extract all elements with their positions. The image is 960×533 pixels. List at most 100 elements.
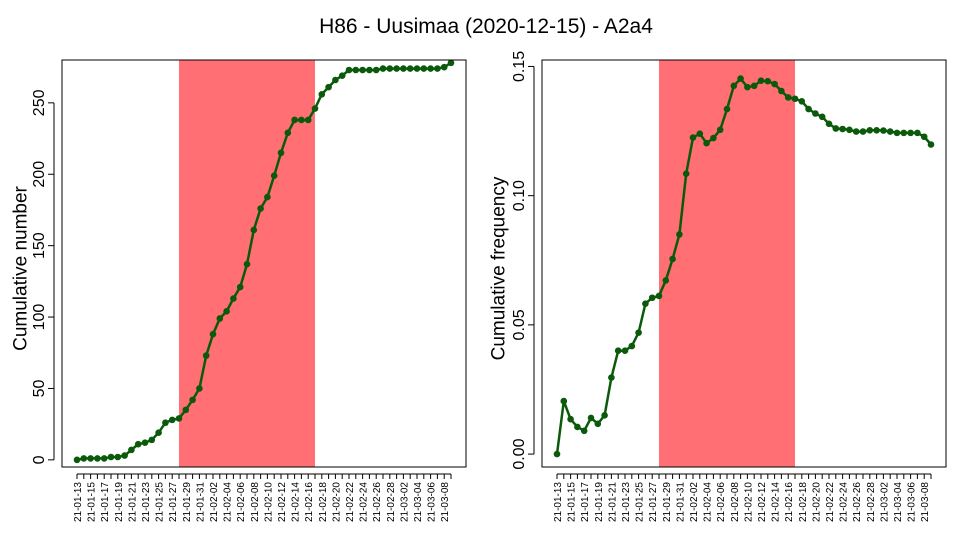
x-tick-label: 21-02-02	[689, 482, 700, 522]
data-point	[791, 95, 799, 103]
data-point	[270, 172, 278, 179]
data-point	[304, 116, 312, 124]
plot-frame	[61, 59, 467, 468]
data-point	[594, 420, 602, 428]
data-point	[825, 120, 833, 128]
x-tick-label: 21-02-20	[331, 482, 342, 522]
data-point	[223, 308, 230, 315]
data-point	[642, 300, 649, 307]
x-axis: 21-01-13 21-01-15 21-01-17 21-01-19 21-01-21…	[73, 473, 452, 522]
data-point	[621, 347, 629, 355]
data-point	[614, 347, 622, 355]
data-point	[379, 65, 387, 72]
data-point	[873, 126, 880, 134]
data-point	[757, 77, 765, 84]
data-point	[284, 129, 292, 137]
data-point	[716, 126, 724, 134]
data-point	[927, 141, 935, 148]
data-point	[696, 130, 704, 137]
data-point	[750, 82, 758, 90]
data-point	[907, 129, 914, 137]
x-tick-label: 21-01-15	[87, 482, 98, 522]
x-tick-label: 21-01-31	[195, 482, 206, 522]
data-point	[114, 453, 122, 461]
data-point	[413, 65, 421, 72]
data-point	[216, 315, 224, 322]
data-point	[332, 76, 339, 84]
x-tick-label: 21-02-28	[866, 482, 877, 522]
x-tick-label: 21-01-13	[73, 482, 84, 522]
data-point	[771, 80, 778, 88]
data-point	[338, 72, 346, 80]
data-point	[87, 455, 94, 462]
x-tick-label: 21-02-14	[291, 482, 302, 522]
x-tick-label: 21-02-26	[852, 482, 863, 522]
x-tick-label: 21-02-06	[236, 482, 247, 522]
data-point	[567, 415, 574, 423]
series	[553, 75, 935, 458]
data-point	[852, 128, 860, 135]
data-point	[710, 134, 717, 142]
data-point	[805, 105, 812, 113]
x-tick-label: 21-02-28	[386, 482, 397, 522]
data-point	[94, 455, 101, 462]
x-tick-label: 21-01-27	[168, 482, 179, 522]
data-point	[393, 65, 400, 72]
data-point	[893, 129, 901, 137]
data-point	[648, 294, 656, 302]
data-point	[134, 440, 142, 448]
y-axis: 0 50 100 150 200 250	[31, 89, 55, 464]
data-point	[243, 260, 251, 268]
x-tick-label: 21-02-06	[716, 482, 727, 522]
x-tick-label: 21-01-17	[100, 482, 111, 522]
x-tick-label: 21-02-24	[839, 482, 850, 522]
x-tick-label: 21-01-23	[621, 482, 632, 522]
x-tick-label: 21-02-24	[359, 482, 370, 522]
x-tick-label: 21-01-19	[114, 482, 125, 522]
data-point	[400, 65, 407, 72]
data-point	[128, 446, 135, 454]
data-point	[764, 77, 772, 85]
x-tick-label: 21-02-22	[345, 482, 356, 522]
data-point	[553, 450, 561, 458]
data-point	[250, 226, 258, 234]
data-point	[580, 427, 588, 435]
data-point	[80, 455, 88, 462]
data-point	[352, 66, 360, 74]
data-point	[669, 255, 676, 263]
data-point	[900, 129, 908, 137]
y-axis-label: Cumulative frequency	[489, 176, 510, 360]
data-point	[880, 127, 887, 134]
data-point	[730, 82, 738, 90]
data-point	[298, 116, 305, 124]
x-tick-label: 21-02-18	[798, 482, 809, 522]
data-point	[587, 414, 595, 422]
data-point	[846, 126, 853, 134]
x-tick-label: 21-02-26	[372, 482, 383, 522]
data-point	[440, 63, 448, 71]
x-tick-label: 21-03-04	[413, 482, 424, 522]
data-point	[703, 139, 710, 147]
data-point	[866, 126, 874, 134]
x-tick-label: 21-01-29	[182, 482, 193, 522]
figure-title: H86 - Uusimaa (2020-12-15) - A2a4	[319, 15, 653, 38]
x-tick-label: 21-01-15	[567, 482, 578, 522]
data-point	[737, 75, 744, 82]
data-point	[311, 105, 319, 112]
data-point	[662, 277, 670, 284]
x-tick-label: 21-02-04	[223, 482, 234, 522]
x-tick-label: 21-01-21	[127, 482, 138, 522]
x-tick-label: 21-03-08	[920, 482, 931, 522]
y-tick-label: 100	[31, 304, 48, 331]
data-point	[107, 453, 115, 461]
data-point	[818, 113, 826, 121]
y-tick-label: 250	[31, 89, 48, 116]
series	[73, 59, 455, 464]
x-tick-label: 21-01-23	[141, 482, 152, 522]
x-tick-label: 21-02-16	[304, 482, 315, 522]
x-tick-label: 21-03-08	[440, 482, 451, 522]
data-point	[560, 397, 568, 405]
x-tick-label: 21-01-13	[553, 482, 564, 522]
x-tick-label: 21-02-10	[263, 482, 274, 522]
